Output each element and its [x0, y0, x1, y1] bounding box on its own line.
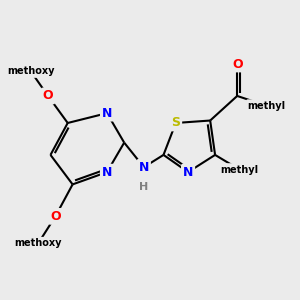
Text: methyl: methyl	[248, 101, 286, 111]
Text: N: N	[102, 107, 112, 120]
Text: methoxy: methoxy	[14, 238, 62, 248]
Text: methyl: methyl	[220, 165, 259, 175]
Text: methoxy: methoxy	[7, 66, 55, 76]
Text: O: O	[43, 89, 53, 103]
Text: O: O	[50, 210, 61, 223]
Text: S: S	[171, 116, 180, 130]
Text: N: N	[183, 166, 193, 178]
Text: N: N	[102, 166, 112, 178]
Text: O: O	[232, 58, 242, 70]
Text: N: N	[139, 161, 149, 174]
Text: H: H	[139, 182, 148, 192]
